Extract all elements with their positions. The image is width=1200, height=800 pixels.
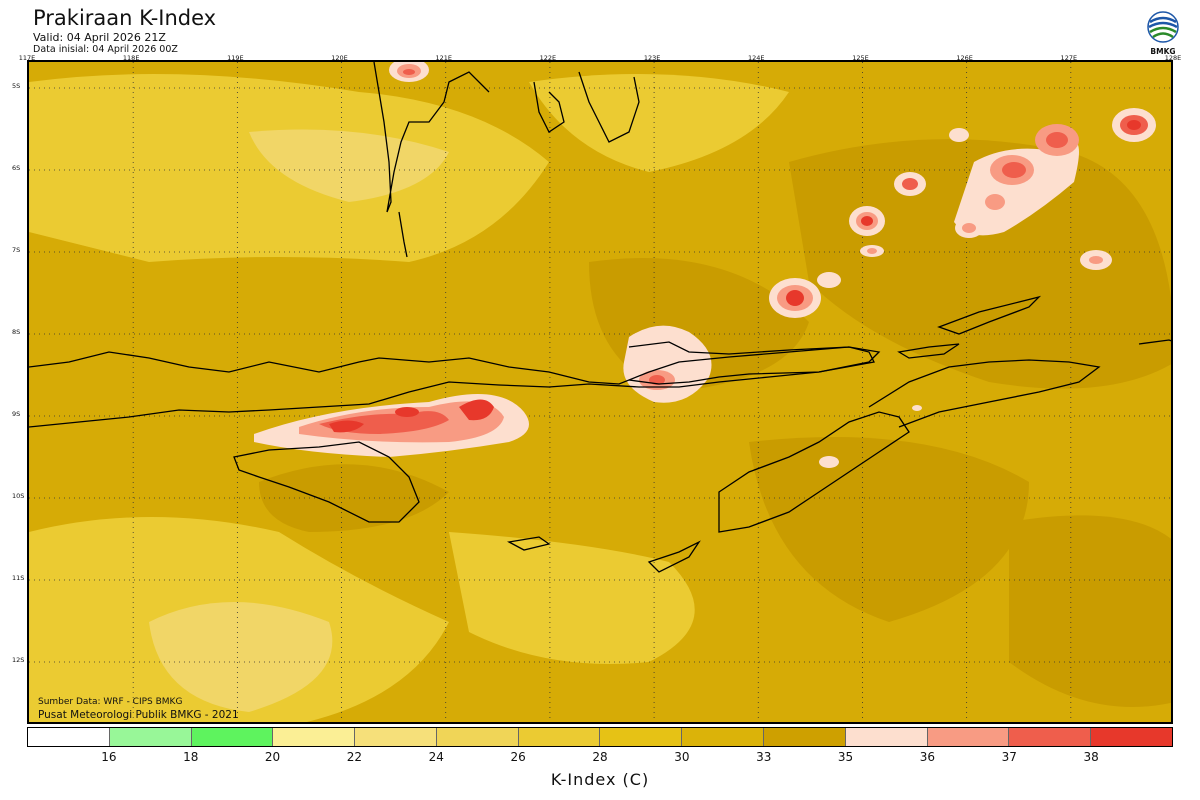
colorbar-label: 37 (1001, 750, 1017, 764)
lat-label: 9S (12, 410, 21, 418)
lat-label: 7S (12, 246, 21, 254)
colorbar-swatch (518, 728, 601, 746)
coast-alor (897, 343, 960, 359)
lon-label: 128E (1164, 54, 1182, 62)
coast-buton (533, 81, 565, 133)
init-time: Data inisial: 04 April 2026 00Z (33, 44, 178, 55)
logo-text: BMKG (1150, 47, 1175, 56)
hotspot-sumbawa (254, 394, 529, 457)
coastlines (29, 62, 1171, 573)
hotspot-small-timor (819, 405, 922, 468)
coast-timor-east (868, 359, 1101, 428)
lat-label: 8S (12, 328, 21, 336)
coast-sumba (233, 441, 420, 523)
colorbar-label: 18 (183, 750, 199, 764)
coast-muna (578, 71, 640, 143)
lat-label: 5S (12, 82, 21, 90)
hotspot-banda-4 (954, 124, 1079, 238)
coast-savu (507, 536, 551, 551)
chart-title: Prakiraan K-Index (33, 6, 217, 30)
colorbar-swatch (355, 728, 437, 746)
colorbar-swatch (191, 728, 274, 746)
colorbar-swatch (600, 728, 683, 746)
coast-wetar (1138, 339, 1171, 345)
dark-region-east (789, 139, 1171, 389)
colorbar-title: K-Index (C) (550, 770, 650, 789)
colorbar-label: 24 (428, 750, 444, 764)
source-line-2: Pusat Meteorologi Publik BMKG - 2021 (38, 709, 239, 721)
colorbar-label: 38 (1083, 750, 1099, 764)
lon-label: 127E (1060, 54, 1078, 62)
lon-label: 118E (122, 54, 140, 62)
lon-label: 126E (956, 54, 973, 62)
hotspot-banda-5 (1080, 108, 1156, 270)
dark-region-southeast (749, 437, 1029, 622)
lon-label: 120E (331, 54, 348, 62)
colorbar-label: 33 (756, 750, 772, 764)
bmkg-logo-icon: BMKG (1144, 10, 1182, 56)
hotspot-banda-2 (849, 206, 885, 257)
lat-label: 6S (12, 164, 21, 172)
colorbar-swatch (28, 728, 110, 746)
lat-label: 11S (12, 574, 25, 582)
light-region-northcenter (529, 74, 789, 172)
hotspot-north-top (389, 62, 429, 82)
colorbar (27, 727, 1173, 747)
dark-region-far-southeast (1009, 515, 1171, 707)
lon-label: 125E (852, 54, 869, 62)
colorbar-label: 22 (346, 750, 363, 764)
colorbar-label: 20 (264, 750, 281, 764)
colorbar-swatch (436, 728, 519, 746)
light-region-south-center (449, 532, 695, 664)
colorbar-label: 16 (101, 750, 117, 764)
coast-flores (628, 341, 875, 385)
coast-timor (718, 411, 910, 533)
colorbar-swatch (109, 728, 192, 746)
colorbar-label: 26 (510, 750, 526, 764)
colorbar-label: 30 (674, 750, 690, 764)
lighter-region-southwest (149, 602, 333, 712)
lon-label: 117E (18, 54, 36, 62)
colorbar-swatch (1091, 728, 1172, 746)
colorbar-swatch (764, 728, 846, 746)
lat-label: 10S (12, 492, 25, 500)
lon-label: 119E (227, 54, 244, 62)
lon-label: 122E (539, 54, 557, 62)
map-svg (29, 62, 1171, 722)
coast-tanimbar (937, 295, 1042, 335)
source-line-1: Sumber Data: WRF - CIPS BMKG (38, 697, 183, 707)
coast-sulawesi-south (373, 62, 490, 213)
coast-rote (647, 540, 701, 573)
lighter-region-north (249, 129, 449, 202)
colorbar-swatch (927, 728, 1010, 746)
colorbar-label: 36 (919, 750, 936, 764)
colorbar-swatch (682, 728, 765, 746)
lat-label: 12S (12, 656, 25, 664)
kindex-map (27, 60, 1173, 724)
lon-label: 124E (748, 54, 765, 62)
colorbar-label: 28 (592, 750, 608, 764)
hotspot-banda-1 (769, 278, 821, 318)
colorbar-swatch (845, 728, 928, 746)
coast-selayar (398, 211, 408, 258)
colorbar-swatch (1009, 728, 1092, 746)
colorbar-label: 35 (837, 750, 854, 764)
valid-time: Valid: 04 April 2026 21Z (33, 31, 166, 44)
lon-label: 121E (435, 54, 452, 62)
colorbar-swatch (273, 728, 356, 746)
hotspot-banda-3 (817, 128, 969, 288)
lon-label: 123E (643, 54, 661, 62)
